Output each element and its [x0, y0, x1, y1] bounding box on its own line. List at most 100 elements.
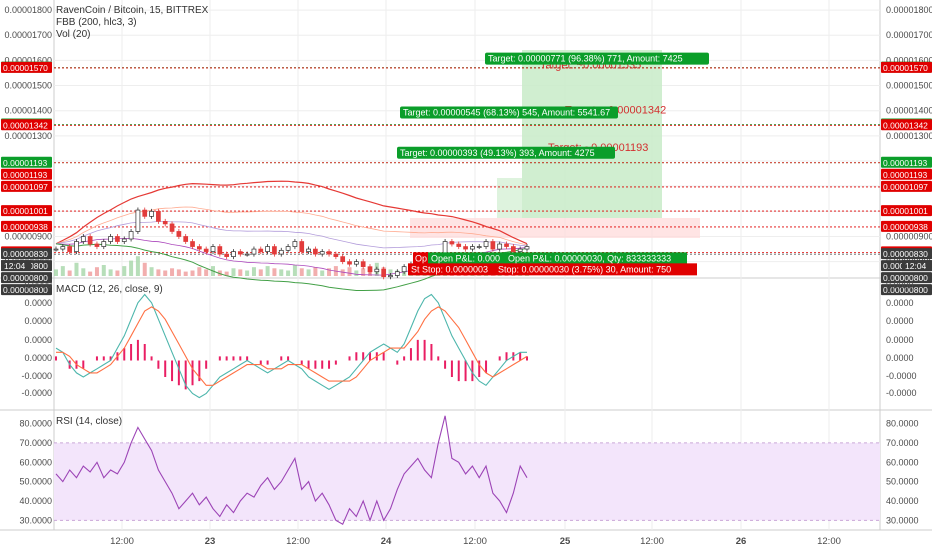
volume-bar [135, 256, 140, 276]
volume-bar [327, 268, 332, 276]
candle-body [258, 248, 264, 252]
stop-label-bg [408, 263, 496, 276]
volume-bar [101, 265, 106, 276]
candle-body [176, 231, 182, 237]
x-tick-label: 25 [560, 536, 571, 547]
stop-label: St Stop: 0.0000003 [411, 264, 488, 274]
macd-tick-right: 0.0000 [886, 280, 914, 290]
left-price-tag-text: 0.00001193 [3, 158, 48, 168]
price-tick-left: 0.00001600 [4, 55, 52, 65]
right-price-tag [881, 168, 932, 180]
indicator-fbb: FBB (200, hlc3, 3) [56, 17, 137, 28]
candle-body [278, 249, 284, 255]
rsi-tick-right: 30.0000 [886, 515, 919, 525]
candle-body [326, 251, 332, 255]
x-tick-label: 23 [205, 536, 216, 547]
left-price-tag [1, 272, 52, 284]
x-tick-label: 12:00 [640, 536, 664, 547]
volume-bar [94, 267, 99, 276]
right-price-tag [881, 248, 932, 260]
candle-body [128, 231, 134, 240]
macd-title: MACD (12, 26, close, 9) [56, 284, 163, 295]
price-tick-left: 0.00001800 [4, 5, 52, 15]
volume-bar [306, 269, 311, 276]
candle-body [94, 243, 100, 247]
candle-body [115, 236, 120, 242]
candle-body [80, 236, 86, 242]
right-price-tag-text: 0.00001342 [883, 120, 928, 130]
candle-body [251, 248, 257, 255]
volume-bar [299, 268, 304, 276]
volume-bar [60, 266, 65, 276]
right-price-tag [881, 156, 932, 168]
volume-bar [81, 268, 86, 276]
band-line [55, 220, 528, 249]
candle-body [347, 261, 352, 265]
rsi-title: RSI (14, close) [56, 416, 122, 427]
rsi-band [54, 442, 880, 521]
left-price-tag [1, 61, 52, 73]
volume-bar [190, 270, 195, 276]
macd-tick-right: -0.0000 [886, 388, 917, 398]
volume-bar [286, 270, 291, 276]
left-price-tag-text: 0.00000938 [3, 222, 48, 232]
right-price-tag-text: 0.00001193 [883, 158, 928, 168]
rsi-tick-left: 50.0000 [19, 477, 52, 487]
candle-body [401, 266, 407, 273]
price-tick-left: 0.00001700 [4, 30, 52, 40]
right-price-tag-text: 0.00001570 [883, 63, 928, 73]
volume-bar [197, 267, 202, 276]
right-price-tag-text: 0.00000800 [883, 285, 928, 295]
candle-body [476, 246, 482, 248]
candle-body [60, 246, 66, 250]
candle-body [463, 246, 468, 250]
volume-bar [354, 270, 359, 276]
left-price-tag-text: 0.00000830 [3, 249, 48, 259]
candle-body [135, 209, 141, 232]
candle-body [244, 253, 250, 256]
right-price-tag [881, 180, 932, 192]
rsi-tick-right: 70.0000 [886, 438, 919, 448]
candle-body [490, 241, 496, 250]
rsi-line [55, 415, 528, 525]
volume-bar [108, 269, 113, 276]
left-price-tag [1, 119, 52, 131]
band-line [55, 206, 528, 246]
target-label: Target: 0.00000393 (49.13%) 393, Amount:… [400, 148, 595, 158]
target-label: Target: 0.00000545 (68.13%) 545, Amount:… [403, 108, 610, 118]
left-price-tag-text: 0.00001001 [3, 206, 48, 216]
right-price-tag-text: 0.00001193 [883, 170, 928, 180]
price-tick-right: 0.00001300 [886, 131, 932, 141]
pnl-label: Open P&L: 0.00000030, Qty: 833333333 [508, 253, 671, 263]
volume-bar [272, 268, 277, 276]
stop-label-bg [495, 263, 697, 276]
volume-bar [142, 262, 147, 276]
candle-body [74, 241, 79, 252]
volume-bar [292, 265, 297, 276]
volume-bar [67, 270, 72, 276]
target-label-bg [485, 52, 709, 65]
right-price-tag-text: 0.00001097 [883, 182, 928, 192]
rsi-tick-left: 60.0000 [19, 457, 52, 467]
time-tag-left-text: 12:04 [4, 261, 26, 271]
macd-tick-left: 0.0000 [24, 316, 52, 326]
x-tick-label: 24 [381, 536, 392, 547]
target-label: Target: 0.00000771 (96.38%) 771, Amount:… [488, 54, 683, 64]
right-price-tag [881, 119, 932, 131]
price-tick-left: 0.00000900 [4, 231, 52, 241]
candle-body [319, 251, 325, 255]
left-price-tag [1, 205, 52, 217]
left-price-tag-text: 0.00001342 [3, 120, 48, 130]
price-tick-right: 0.00001400 [886, 106, 932, 116]
volume-bar [149, 267, 154, 276]
price-tick-right: 0.00001800 [886, 5, 932, 15]
candle-body [142, 209, 148, 217]
macd-line [55, 293, 527, 399]
left-price-tag [1, 248, 52, 260]
candle-body [210, 246, 216, 252]
volume-bar [224, 271, 229, 276]
volume-bar [74, 262, 79, 276]
profit-zone [522, 50, 662, 218]
right-price-tag-text: 0.00000830 [883, 249, 928, 259]
